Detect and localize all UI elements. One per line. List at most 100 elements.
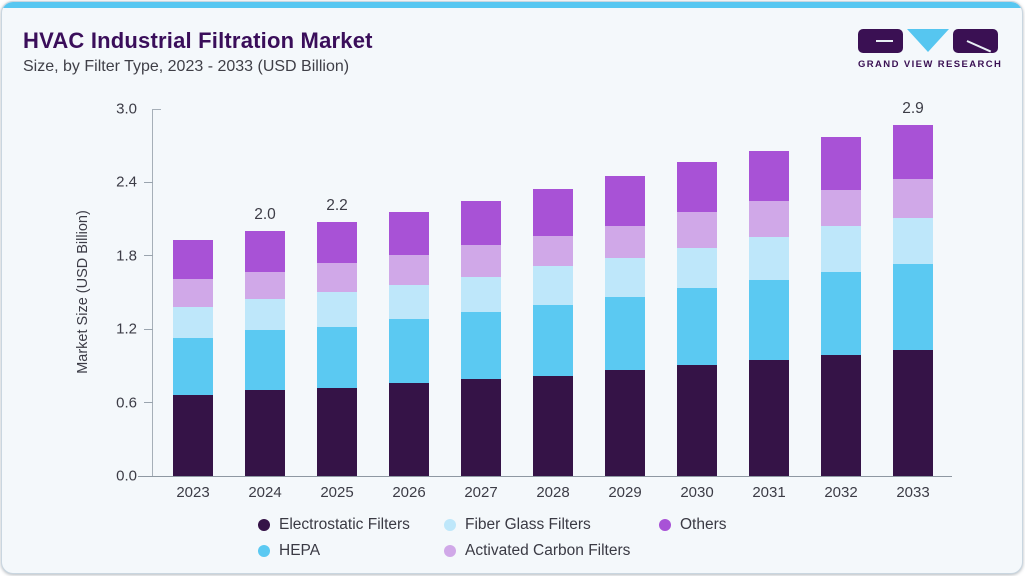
segment-hepa-2025	[317, 326, 357, 388]
x-tick-label-2031: 2031	[752, 484, 786, 501]
segment-fiber-glass-filters-2027	[461, 276, 501, 313]
segment-activated-carbon-filters-2027	[461, 244, 501, 277]
y-tick-label: 0.6	[116, 394, 137, 412]
y-tick-label: 1.2	[116, 320, 137, 338]
legend-swatch-others	[659, 519, 671, 531]
bar-2024	[245, 231, 285, 476]
legend-swatch-electrostatic-filters	[258, 519, 270, 531]
brand-logo-mark	[858, 29, 1000, 53]
segment-electrostatic-filters-2032	[821, 354, 861, 476]
bar-2025	[317, 221, 357, 476]
legend-swatch-activated-carbon-filters	[444, 545, 456, 557]
y-tick-mark	[144, 328, 153, 330]
segment-others-2029	[605, 176, 645, 227]
legend-item-electrostatic-filters: Electrostatic Filters	[258, 515, 444, 535]
segment-hepa-2029	[605, 297, 645, 370]
segment-others-2027	[461, 200, 501, 245]
y-tick-mark	[144, 181, 153, 183]
x-tick-label-2029: 2029	[608, 484, 642, 501]
logo-r-block-icon	[953, 29, 998, 53]
segment-fiber-glass-filters-2026	[389, 285, 429, 320]
legend-item-activated-carbon-filters: Activated Carbon Filters	[444, 541, 659, 561]
segment-electrostatic-filters-2023	[173, 395, 213, 476]
segment-fiber-glass-filters-2023	[173, 307, 213, 338]
bar-2023	[173, 239, 213, 476]
segment-electrostatic-filters-2025	[317, 387, 357, 476]
x-tick-label-2026: 2026	[392, 484, 426, 501]
segment-electrostatic-filters-2030	[677, 364, 717, 476]
y-tick-label: 1.8	[116, 247, 137, 265]
bar-2032	[821, 137, 861, 476]
segment-fiber-glass-filters-2030	[677, 248, 717, 288]
brand-wordmark: GRAND VIEW RESEARCH	[858, 59, 1003, 70]
segment-hepa-2028	[533, 304, 573, 376]
bar-value-label-2025: 2.2	[326, 196, 348, 214]
segment-activated-carbon-filters-2024	[245, 271, 285, 299]
x-tick-label-2028: 2028	[536, 484, 570, 501]
chart-legend: Electrostatic Filters Fiber Glass Filters…	[258, 515, 727, 561]
segment-fiber-glass-filters-2033	[893, 217, 933, 265]
segment-electrostatic-filters-2033	[893, 349, 933, 476]
y-tick-label: 0.0	[116, 467, 137, 485]
x-tick-label-2024: 2024	[248, 484, 282, 501]
segment-hepa-2031	[749, 280, 789, 360]
x-tick-label-2030: 2030	[680, 484, 714, 501]
x-axis-line	[138, 476, 952, 477]
segment-others-2033	[893, 124, 933, 179]
segment-fiber-glass-filters-2025	[317, 292, 357, 327]
bar-2028	[533, 188, 573, 476]
legend-item-others: Others	[659, 515, 727, 535]
segment-electrostatic-filters-2031	[749, 359, 789, 476]
segment-activated-carbon-filters-2023	[173, 279, 213, 308]
page-title: HVAC Industrial Filtration Market	[23, 28, 373, 53]
segment-fiber-glass-filters-2031	[749, 237, 789, 281]
segment-electrostatic-filters-2027	[461, 379, 501, 476]
segment-fiber-glass-filters-2028	[533, 265, 573, 305]
bar-value-label-2033: 2.9	[902, 99, 924, 117]
legend-label: Fiber Glass Filters	[465, 516, 591, 533]
segment-others-2030	[677, 161, 717, 212]
legend-label: Activated Carbon Filters	[465, 542, 631, 559]
legend-swatch-hepa	[258, 545, 270, 557]
segment-activated-carbon-filters-2025	[317, 263, 357, 293]
segment-others-2026	[389, 211, 429, 255]
segment-activated-carbon-filters-2031	[749, 200, 789, 238]
y-tick-mark	[144, 402, 153, 404]
top-accent-bar	[2, 2, 1022, 8]
bar-2033	[893, 124, 933, 476]
legend-label: Electrostatic Filters	[279, 516, 410, 533]
legend-swatch-fiber-glass-filters	[444, 519, 456, 531]
logo-g-block-icon	[858, 29, 903, 53]
x-tick-label-2023: 2023	[176, 484, 210, 501]
y-axis-top-tick	[153, 109, 161, 110]
segment-hepa-2023	[173, 337, 213, 396]
segment-electrostatic-filters-2028	[533, 375, 573, 476]
bar-2029	[605, 176, 645, 476]
segment-hepa-2024	[245, 330, 285, 391]
legend-label: HEPA	[279, 542, 321, 559]
segment-hepa-2026	[389, 319, 429, 384]
segment-activated-carbon-filters-2026	[389, 254, 429, 286]
segment-fiber-glass-filters-2032	[821, 226, 861, 272]
x-tick-label-2025: 2025	[320, 484, 354, 501]
x-tick-label-2027: 2027	[464, 484, 498, 501]
segment-others-2023	[173, 239, 213, 280]
segment-activated-carbon-filters-2033	[893, 178, 933, 218]
segment-others-2032	[821, 137, 861, 190]
y-tick-mark	[144, 255, 153, 257]
legend-item-hepa: HEPA	[258, 541, 444, 561]
y-axis-title: Market Size (USD Billion)	[75, 210, 91, 374]
page-subtitle: Size, by Filter Type, 2023 - 2033 (USD B…	[23, 58, 350, 75]
segment-activated-carbon-filters-2029	[605, 226, 645, 259]
bar-2026	[389, 211, 429, 476]
segment-activated-carbon-filters-2028	[533, 236, 573, 266]
segment-others-2025	[317, 221, 357, 264]
legend-label: Others	[680, 516, 727, 533]
x-tick-label-2032: 2032	[824, 484, 858, 501]
segment-others-2031	[749, 150, 789, 201]
segment-hepa-2033	[893, 264, 933, 350]
segment-activated-carbon-filters-2030	[677, 211, 717, 249]
segment-electrostatic-filters-2029	[605, 369, 645, 476]
segment-electrostatic-filters-2026	[389, 383, 429, 476]
